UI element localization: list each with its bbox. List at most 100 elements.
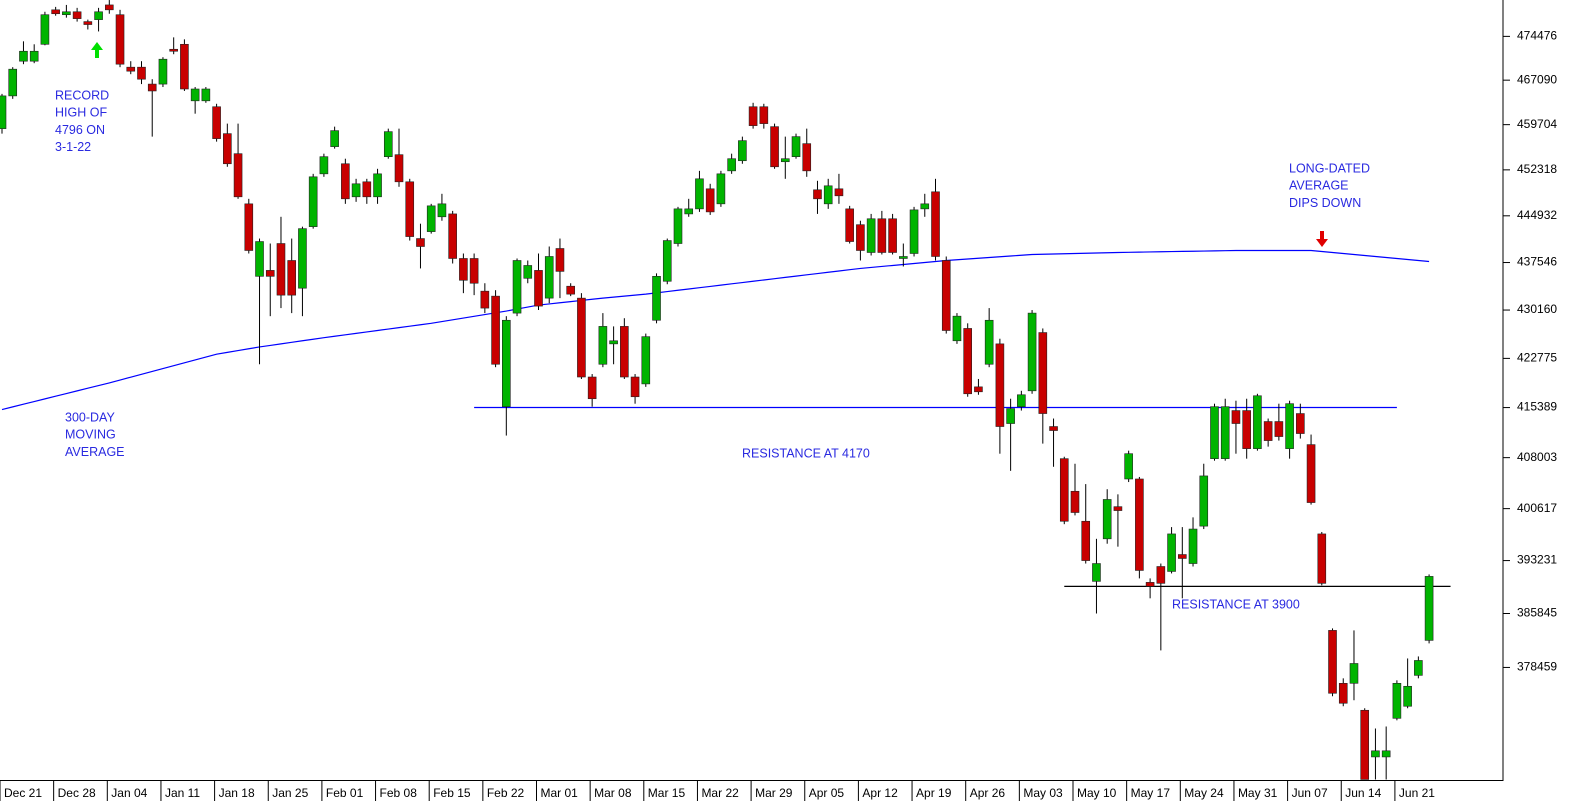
candle-body	[72, 11, 82, 19]
x-tick-label: Mar 15	[648, 786, 686, 800]
candle-body	[62, 11, 71, 16]
candle-body	[19, 50, 28, 62]
candle-body	[555, 248, 565, 272]
annotation-text: HIGH OF	[55, 106, 107, 120]
x-tick-label: Jan 04	[111, 786, 147, 800]
candle-body	[652, 276, 661, 321]
annotation-text: AVERAGE	[1289, 179, 1349, 193]
x-tick-label: Jun 21	[1399, 786, 1435, 800]
x-tick-label: Mar 08	[594, 786, 632, 800]
candle-body	[480, 290, 490, 309]
candle-body	[169, 48, 178, 52]
candle-body	[856, 224, 865, 251]
candle-body	[620, 326, 629, 378]
candle-body	[83, 21, 93, 25]
y-tick-label: 444932	[1517, 208, 1557, 222]
down-arrow	[1316, 231, 1328, 247]
candle-body	[716, 173, 726, 205]
candle-body	[995, 343, 1005, 427]
candle-body	[1392, 682, 1402, 719]
candle-body	[813, 189, 822, 200]
annotation-text: 4796 ON	[55, 123, 105, 137]
candle-body	[963, 328, 973, 395]
candle-body	[544, 256, 554, 299]
candle-body	[1145, 582, 1155, 587]
candle-body	[147, 83, 157, 92]
candle-body	[630, 376, 640, 398]
candle-body	[1038, 332, 1048, 414]
candle-body	[40, 14, 50, 45]
candle-body	[1220, 406, 1230, 459]
candle-body	[330, 130, 339, 147]
resistance-label: RESISTANCE AT 4170	[742, 446, 870, 460]
candle-body	[448, 213, 457, 259]
candle-body	[834, 188, 844, 197]
candle-body	[1006, 408, 1015, 424]
up-arrow	[91, 42, 103, 58]
candle-body	[233, 153, 243, 198]
candle-body	[287, 260, 297, 296]
candle-body	[802, 143, 812, 172]
candle-body	[469, 258, 479, 284]
candle-body	[1381, 750, 1391, 758]
candle-body	[523, 265, 533, 279]
y-tick-label: 400617	[1517, 501, 1557, 515]
x-tick-label: Mar 29	[755, 786, 793, 800]
candle-body	[223, 133, 232, 165]
y-tick-label: 422775	[1517, 351, 1557, 365]
y-tick-label: 408003	[1517, 450, 1557, 464]
annotation-text: MOVING	[65, 428, 116, 442]
y-tick-label: 474476	[1517, 29, 1557, 43]
annotation-text: LONG-DATED	[1289, 161, 1370, 175]
x-tick-label: Mar 01	[541, 786, 579, 800]
candle-body	[823, 185, 833, 205]
candle-body	[1349, 663, 1359, 684]
candle-body	[845, 208, 854, 242]
candle-body	[437, 203, 447, 218]
candle-body	[394, 154, 404, 183]
x-tick-label: Feb 15	[433, 786, 471, 800]
candle-body	[780, 158, 790, 163]
candle-body	[491, 295, 500, 365]
x-tick-label: Apr 19	[916, 786, 952, 800]
candle-body	[759, 106, 769, 124]
candle-body	[1017, 394, 1026, 407]
candle-body	[974, 386, 983, 393]
candle-body	[1231, 410, 1241, 424]
candle-body	[984, 319, 994, 365]
candle-body	[1285, 403, 1294, 449]
candle-body	[1081, 520, 1091, 561]
candle-body	[1242, 410, 1251, 449]
candle-body	[1424, 576, 1434, 641]
x-tick-label: Jan 25	[272, 786, 308, 800]
y-tick-label: 452318	[1517, 162, 1557, 176]
candle-body	[416, 238, 425, 247]
x-tick-label: Jun 07	[1292, 786, 1328, 800]
x-tick-label: May 31	[1238, 786, 1278, 800]
candle-body	[212, 106, 221, 139]
candle-body	[748, 106, 758, 126]
candle-body	[941, 260, 951, 331]
y-tick-label: 459704	[1517, 117, 1557, 131]
x-tick-label: Dec 28	[58, 786, 96, 800]
candle-body	[426, 205, 436, 232]
x-tick-label: Feb 22	[487, 786, 525, 800]
candle-body	[8, 68, 18, 97]
candle-body	[126, 66, 136, 72]
candle-body	[609, 340, 618, 345]
x-tick-label: Dec 21	[4, 786, 42, 800]
candle-body	[641, 336, 651, 385]
candle-body	[383, 131, 393, 157]
candle-body	[1113, 506, 1123, 511]
candle-body	[137, 66, 146, 80]
x-tick-label: Apr 12	[862, 786, 898, 800]
candle-body	[931, 191, 940, 257]
candle-body	[1414, 660, 1423, 676]
y-tick-label: 385845	[1517, 606, 1557, 620]
y-tick-label: 467090	[1517, 72, 1557, 86]
candle-body	[105, 4, 114, 11]
candle-body	[319, 156, 329, 175]
candle-body	[29, 50, 39, 62]
